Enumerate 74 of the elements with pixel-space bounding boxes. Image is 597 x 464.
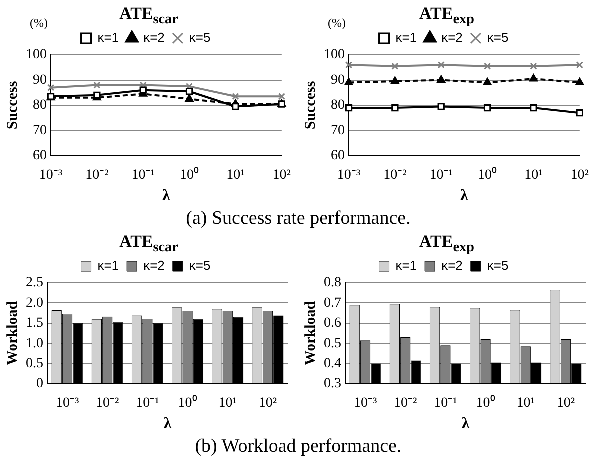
x-axis-title: λ	[162, 188, 171, 205]
x-tick-label: 10⁻³	[56, 396, 80, 412]
x-tick-label: 10¹	[524, 168, 543, 184]
x-tick-label: 10⁻¹	[136, 396, 160, 412]
legend-label: κ=5	[487, 258, 509, 274]
legend-label: κ=1	[98, 258, 120, 274]
text: (%)	[30, 16, 48, 31]
x-tick-label: 10⁻²	[384, 168, 407, 184]
x-tick-label: 10²	[570, 168, 590, 184]
legend-label: κ=5	[189, 258, 211, 274]
x-axis-title: λ	[164, 416, 172, 433]
legend-label: κ=2	[442, 30, 463, 46]
y-tick-label: 0.3	[324, 376, 342, 392]
y-tick-label: 1.0	[26, 336, 44, 352]
chart-title: ATE$_{exp}$	[420, 4, 474, 28]
y-tick-label: 90	[331, 72, 345, 88]
y-axis-title: Workload	[4, 300, 21, 366]
x-tick-label: 10²	[556, 396, 576, 412]
x-tick-label: 10²	[272, 168, 292, 184]
legend-label: κ=5	[189, 30, 211, 46]
legend-label: κ=1	[396, 258, 418, 274]
y-axis-title: Workload	[302, 300, 319, 366]
x-tick-label: 10⁻³	[39, 168, 63, 184]
legend-label: κ=1	[98, 30, 120, 46]
y-axis-title: Success	[302, 81, 319, 130]
chart-title: ATE$_{scar}$	[118, 232, 180, 256]
x-tick-label: 10⁰	[178, 395, 198, 412]
x-axis-title: λ	[462, 416, 470, 433]
x-tick-label: 10⁻²	[394, 396, 418, 412]
y-tick-label: 0.7	[324, 296, 342, 311]
legend-label: κ=2	[144, 30, 165, 46]
y-tick-label: 60	[331, 148, 345, 164]
text: (b) Workload performance.	[194, 435, 403, 459]
x-tick-label: 10⁰	[478, 167, 498, 184]
y-tick-label: 60	[33, 148, 47, 164]
x-tick-label: 10¹	[226, 168, 245, 184]
legend-label: κ=2	[442, 258, 463, 274]
text: (%)	[328, 16, 346, 31]
y-tick-label: 0.5	[26, 356, 44, 372]
y-tick-label: 2.0	[26, 296, 44, 311]
y-tick-label: 90	[33, 72, 47, 88]
x-tick-label: 10⁰	[180, 167, 200, 184]
chart-title: ATE$_{scar}$	[120, 4, 178, 28]
y-tick-label: 0.6	[324, 316, 342, 332]
x-tick-label: 10¹	[218, 396, 237, 412]
y-tick-label: 2.5	[26, 276, 44, 291]
x-tick-label: 10²	[258, 396, 278, 412]
legend-label: κ=2	[144, 258, 165, 274]
x-axis-title: λ	[460, 188, 469, 205]
y-tick-label: 0	[36, 376, 44, 392]
y-tick-label: 80	[331, 98, 345, 114]
x-tick-label: 10⁻³	[337, 168, 361, 184]
y-tick-label: 100	[324, 48, 345, 63]
x-tick-label: 10⁻²	[86, 168, 109, 184]
legend-label: κ=5	[487, 30, 509, 46]
x-tick-label: 10⁰	[476, 395, 496, 412]
x-tick-label: 10⁻¹	[430, 168, 453, 184]
y-tick-label: 0.4	[324, 356, 342, 372]
y-tick-label: 0.5	[324, 336, 342, 352]
text: (a) Success rate performance.	[185, 207, 412, 231]
y-tick-label: 80	[33, 98, 47, 114]
y-tick-label: 0.8	[324, 276, 342, 291]
chart-title: ATE$_{exp}$	[418, 232, 476, 256]
x-tick-label: 10⁻¹	[434, 396, 458, 412]
x-tick-label: 10⁻²	[96, 396, 120, 412]
y-axis-title: Success	[4, 81, 21, 130]
y-tick-label: 70	[33, 123, 47, 138]
x-tick-label: 10¹	[516, 396, 535, 412]
legend-label: κ=1	[396, 30, 418, 46]
x-tick-label: 10⁻¹	[132, 168, 155, 184]
x-tick-label: 10⁻³	[354, 396, 378, 412]
y-tick-label: 70	[331, 123, 345, 138]
y-tick-label: 1.5	[26, 316, 44, 332]
y-tick-label: 100	[26, 48, 47, 63]
